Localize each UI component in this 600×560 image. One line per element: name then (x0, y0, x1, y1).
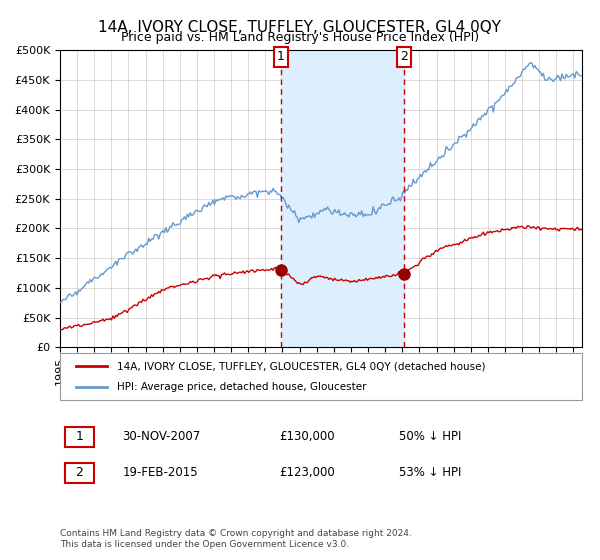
Text: 2: 2 (76, 466, 83, 479)
Text: 19-FEB-2015: 19-FEB-2015 (122, 466, 198, 479)
Text: 53% ↓ HPI: 53% ↓ HPI (400, 466, 461, 479)
Text: 2: 2 (400, 50, 409, 63)
Text: £130,000: £130,000 (279, 430, 335, 443)
FancyBboxPatch shape (65, 427, 94, 447)
Text: HPI: Average price, detached house, Gloucester: HPI: Average price, detached house, Glou… (118, 382, 367, 392)
Text: 1: 1 (277, 50, 285, 63)
Text: 50% ↓ HPI: 50% ↓ HPI (400, 430, 461, 443)
Text: 14A, IVORY CLOSE, TUFFLEY, GLOUCESTER, GL4 0QY (detached house): 14A, IVORY CLOSE, TUFFLEY, GLOUCESTER, G… (118, 361, 486, 371)
Text: £123,000: £123,000 (279, 466, 335, 479)
FancyBboxPatch shape (60, 353, 582, 400)
FancyBboxPatch shape (65, 464, 94, 483)
Text: 1: 1 (76, 430, 83, 443)
Text: 30-NOV-2007: 30-NOV-2007 (122, 430, 201, 443)
Text: Price paid vs. HM Land Registry's House Price Index (HPI): Price paid vs. HM Land Registry's House … (121, 31, 479, 44)
Text: 14A, IVORY CLOSE, TUFFLEY, GLOUCESTER, GL4 0QY: 14A, IVORY CLOSE, TUFFLEY, GLOUCESTER, G… (98, 20, 502, 35)
Text: Contains HM Land Registry data © Crown copyright and database right 2024.
This d: Contains HM Land Registry data © Crown c… (60, 529, 412, 549)
Bar (281, 50, 404, 347)
